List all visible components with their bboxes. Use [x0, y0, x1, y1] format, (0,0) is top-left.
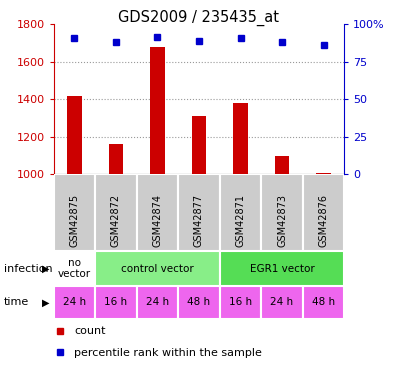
Bar	[95, 174, 137, 251]
Bar	[178, 174, 220, 251]
Text: control vector: control vector	[121, 264, 194, 274]
Text: GDS2009 / 235435_at: GDS2009 / 235435_at	[119, 9, 279, 26]
Bar	[109, 144, 123, 174]
Bar	[316, 173, 331, 174]
Bar	[220, 174, 261, 251]
Text: GSM42875: GSM42875	[70, 194, 80, 248]
Bar	[303, 174, 344, 251]
Bar	[192, 116, 206, 174]
Text: 16 h: 16 h	[104, 297, 127, 307]
Bar	[95, 286, 137, 319]
Text: EGR1 vector: EGR1 vector	[250, 264, 314, 274]
Text: 16 h: 16 h	[229, 297, 252, 307]
Bar	[303, 286, 344, 319]
Bar	[178, 286, 220, 319]
Bar	[95, 251, 220, 286]
Text: ▶: ▶	[42, 297, 50, 307]
Text: GSM42877: GSM42877	[194, 194, 204, 248]
Bar	[261, 286, 303, 319]
Bar	[150, 47, 165, 174]
Text: GSM42872: GSM42872	[111, 194, 121, 248]
Bar	[220, 251, 344, 286]
Bar	[54, 174, 95, 251]
Text: 24 h: 24 h	[63, 297, 86, 307]
Text: 48 h: 48 h	[187, 297, 211, 307]
Text: time: time	[4, 297, 29, 307]
Bar	[220, 286, 261, 319]
Bar	[137, 174, 178, 251]
Bar	[261, 174, 303, 251]
Text: GSM42874: GSM42874	[152, 194, 162, 248]
Bar	[137, 286, 178, 319]
Text: 24 h: 24 h	[146, 297, 169, 307]
Text: 24 h: 24 h	[271, 297, 294, 307]
Bar	[54, 251, 95, 286]
Text: GSM42871: GSM42871	[236, 194, 246, 248]
Text: no
vector: no vector	[58, 258, 91, 279]
Text: count: count	[74, 326, 105, 336]
Text: percentile rank within the sample: percentile rank within the sample	[74, 348, 262, 357]
Bar	[233, 103, 248, 174]
Bar	[275, 156, 289, 174]
Text: GSM42876: GSM42876	[318, 194, 328, 248]
Text: GSM42873: GSM42873	[277, 194, 287, 248]
Bar	[67, 96, 82, 174]
Text: ▶: ▶	[42, 264, 50, 274]
Text: 48 h: 48 h	[312, 297, 335, 307]
Bar	[54, 286, 95, 319]
Text: infection: infection	[4, 264, 53, 274]
